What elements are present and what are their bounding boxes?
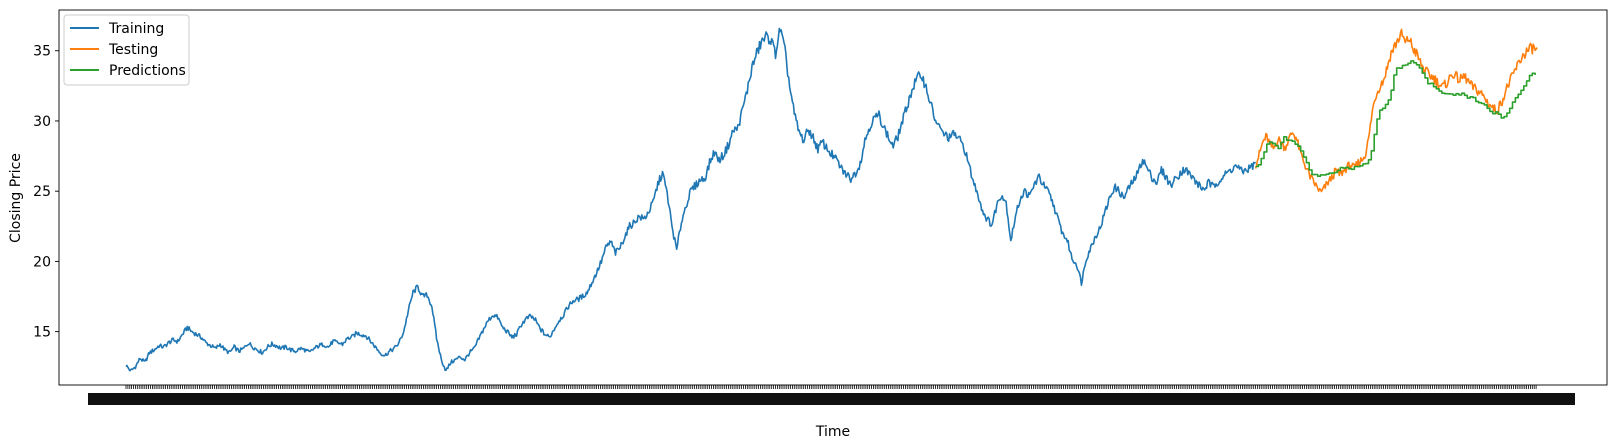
legend-label-predictions: Predictions (109, 63, 186, 79)
y-tick-label: 15 (33, 325, 51, 341)
legend: Training Testing Predictions (63, 14, 190, 86)
y-tick-label: 30 (33, 114, 51, 130)
x-ticks (125, 385, 1537, 389)
series-line-training (125, 27, 1257, 372)
plot-area (58, 9, 1608, 386)
y-axis-label: Closing Price (8, 153, 24, 243)
x-axis-label: Time (815, 424, 850, 440)
y-tick-label: 35 (33, 44, 51, 60)
legend-label-training: Training (108, 21, 164, 37)
x-tick-labels-overlapped (88, 393, 1575, 405)
series-line-predictions (1255, 60, 1536, 177)
y-axis: 15 20 25 30 35 (33, 44, 59, 341)
legend-box (63, 14, 190, 86)
y-tick-label: 25 (33, 184, 51, 200)
legend-label-testing: Testing (108, 42, 158, 58)
series-line-testing (1254, 28, 1538, 193)
x-axis (88, 385, 1575, 405)
y-tick-label: 20 (33, 254, 51, 270)
series-lines (125, 27, 1538, 372)
